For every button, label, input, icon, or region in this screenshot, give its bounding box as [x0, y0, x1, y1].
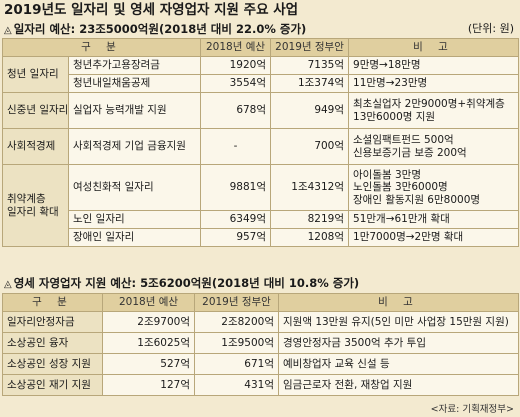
- budget-2019-cell: 700억: [270, 128, 350, 165]
- budget-2019-cell: 671억: [194, 353, 279, 375]
- table-row: 노인 일자리 6349억 8219억 51만개→61만개 확대: [3, 210, 520, 229]
- budget-2018-cell: 127억: [102, 374, 195, 396]
- budget-2018-cell: 1920억: [200, 56, 272, 75]
- table-row: 일자리안정자금 2조9700억 2조8200억 지원액 13만원 유지(5인 미…: [2, 311, 519, 333]
- self-employed-subtitle-text: 영세 자영업자 지원 예산: 5조6200억원(2018년 대비 10.8% 증…: [13, 276, 360, 290]
- source-note: <자료: 기획재정부>: [430, 404, 514, 415]
- item-cell: 장애인 일자리: [67, 228, 202, 247]
- budget-2018-cell: 2조9700억: [102, 311, 195, 333]
- budget-2018-cell: 3554억: [200, 74, 272, 93]
- note-cell: 최초실업자 2만9000명+취약계층 13만6000명 지원: [348, 92, 520, 129]
- unit-note: (단위: 원): [467, 22, 514, 35]
- table-row: 취약계층 일자리 확대 여성친화적 일자리 9881억 1조4312억 아이돌봄…: [2, 164, 520, 247]
- jobs-subtitle: ◬ 일자리 예산: 23조5000억원(2018년 대비 22.0% 증가): [4, 21, 306, 37]
- note-cell: 임금근로자 전환, 재창업 지원: [278, 374, 519, 396]
- jobs-subtitle-text: 일자리 예산: 23조5000억원(2018년 대비 22.0% 증가): [13, 22, 307, 36]
- note-line: 13만6000명 지원: [353, 110, 436, 123]
- note-line: 소셜임팩트펀드 500억: [353, 134, 454, 146]
- note-cell: 경영안정자금 3500억 추가 투입: [278, 332, 519, 354]
- budget-2019-cell: 1조374억: [270, 74, 350, 93]
- triangle-icon: ◬: [4, 25, 12, 36]
- category-cell: 취약계층 일자리 확대: [2, 164, 69, 247]
- jobs-header-2019: 2019년 정부안: [270, 38, 350, 57]
- budget-2019-cell: 1208억: [270, 228, 350, 247]
- jobs-header-2018: 2018년 예산: [200, 38, 272, 57]
- table-row: 사회적경제 사회적경제 기업 금융지원 - 700억 소셜임팩트펀드 500억 …: [2, 128, 520, 165]
- item-cell: 일자리안정자금: [2, 311, 103, 333]
- note-line: 아이돌봄 3만명: [353, 168, 421, 181]
- item-cell: 소상공인 융자: [2, 332, 103, 354]
- jobs-header-category: 구 분: [1, 38, 202, 57]
- jobs-header-row: 구 분 2018년 예산 2019년 정부안 비 고: [1, 38, 520, 57]
- note-line: 11만명→23만명: [353, 77, 428, 90]
- note-cell: 11만명→23만명: [348, 74, 520, 93]
- self-employed-subtitle: ◬ 영세 자영업자 지원 예산: 5조6200억원(2018년 대비 10.8% …: [4, 275, 359, 291]
- budget-2018-cell: 678억: [200, 92, 272, 129]
- note-cell: 지원액 13만원 유지(5인 미만 사업장 15만원 지원): [278, 311, 519, 333]
- note-line: 신용보증기금 보증 200억: [353, 146, 467, 159]
- item-cell: 청년내일채움공제: [67, 74, 202, 93]
- budget-2019-cell: 431억: [194, 374, 279, 396]
- table-row: 신중년 일자리 실업자 능력개발 지원 678억 949억 최초실업자 2만90…: [2, 92, 520, 129]
- budget-2018-cell: -: [200, 128, 272, 165]
- note-cell: 9만명→18만명: [348, 56, 520, 75]
- category-cell: 사회적경제: [2, 128, 69, 165]
- budget-2018-cell: 9881억: [200, 164, 272, 211]
- triangle-icon: ◬: [4, 279, 12, 290]
- budget-2019-cell: 949억: [270, 92, 350, 129]
- note-cell: 소셜임팩트펀드 500억 신용보증기금 보증 200억: [348, 128, 520, 165]
- note-cell: 아이돌봄 3만명 노인돌봄 3만6000명 장애인 활동지원 6만8000명: [348, 164, 520, 211]
- jobs-header-note: 비 고: [348, 38, 520, 57]
- category-cell: 청년 일자리: [2, 56, 69, 93]
- table-row: 소상공인 성장 지원 527억 671억 예비창업자 교육 신설 등: [2, 353, 519, 375]
- table-row: 장애인 일자리 957억 1208억 1만7000명→2만명 확대: [3, 228, 520, 247]
- category-cell: 신중년 일자리: [2, 92, 69, 129]
- page-title: 2019년도 일자리 및 영세 자영업자 지원 주요 사업: [0, 0, 520, 20]
- item-cell: 청년추가고용장려금: [67, 56, 202, 75]
- item-cell: 사회적경제 기업 금융지원: [67, 128, 202, 165]
- item-cell: 실업자 능력개발 지원: [67, 92, 202, 129]
- note-cell: 예비창업자 교육 신설 등: [278, 353, 519, 375]
- budget-2018-cell: 527억: [102, 353, 195, 375]
- note-cell: 51만개→61만개 확대: [348, 210, 520, 229]
- budget-2018-cell: 6349억: [200, 210, 272, 229]
- note-cell: 1만7000명→2만명 확대: [348, 228, 520, 247]
- note-line: 51만개→61만개 확대: [353, 213, 450, 226]
- budget-2019-cell: 7135억: [270, 56, 350, 75]
- budget-2018-cell: 957억: [200, 228, 272, 247]
- budget-2019-cell: 1조4312억: [270, 164, 350, 211]
- item-cell: 노인 일자리: [67, 210, 202, 229]
- budget-2019-cell: 1조9500억: [194, 332, 279, 354]
- se-header-2018: 2018년 예산: [102, 293, 195, 312]
- table-row: 청년내일채움공제 3554억 1조374억 11만명→23만명: [3, 74, 520, 93]
- se-header-row: 구 분 2018년 예산 2019년 정부안 비 고: [2, 293, 519, 312]
- item-cell: 소상공인 성장 지원: [2, 353, 103, 375]
- note-line: 1만7000명→2만명 확대: [353, 231, 464, 244]
- note-line: 9만명→18만명: [353, 59, 421, 72]
- se-header-note: 비 고: [278, 293, 519, 312]
- note-line: 장애인 활동지원 6만8000명: [353, 193, 481, 206]
- note-line: 최초실업자 2만9000명+취약계층: [353, 98, 505, 110]
- item-cell: 소상공인 재기 지원: [2, 374, 103, 396]
- se-header-2019: 2019년 정부안: [194, 293, 279, 312]
- jobs-table: 구 분 2018년 예산 2019년 정부안 비 고 청년 일자리 청년추가고용…: [1, 38, 520, 247]
- se-header-category: 구 분: [2, 293, 103, 312]
- budget-2018-cell: 1조6025억: [102, 332, 195, 354]
- budget-2019-cell: 2조8200억: [194, 311, 279, 333]
- table-row: 소상공인 융자 1조6025억 1조9500억 경영안정자금 3500억 추가 …: [2, 332, 519, 354]
- note-line: 노인돌봄 3만6000명: [353, 181, 448, 194]
- self-employed-table: 구 분 2018년 예산 2019년 정부안 비 고 일자리안정자금 2조970…: [2, 293, 519, 396]
- item-cell: 여성친화적 일자리: [67, 164, 202, 211]
- budget-2019-cell: 8219억: [270, 210, 350, 229]
- table-row: 청년 일자리 청년추가고용장려금 1920억 7135억 9만명→18만명: [2, 56, 520, 93]
- table-row: 소상공인 재기 지원 127억 431억 임금근로자 전환, 재창업 지원: [2, 374, 519, 396]
